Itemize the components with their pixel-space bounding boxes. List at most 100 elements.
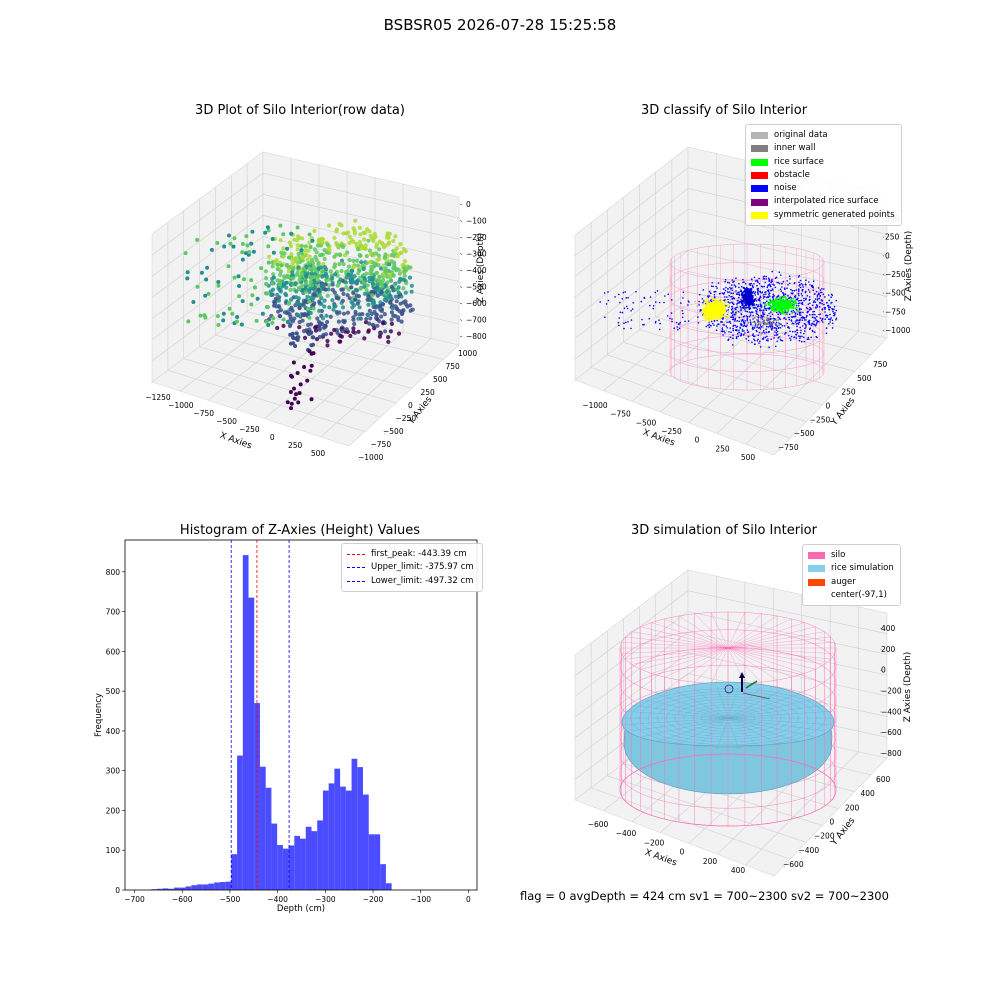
data-point (722, 318, 724, 320)
data-point (830, 293, 833, 296)
data-point (289, 373, 293, 378)
data-point (808, 296, 811, 298)
data-point (787, 303, 789, 306)
data-point (780, 312, 783, 314)
data-point (825, 314, 828, 317)
data-point (798, 275, 801, 277)
data-point (707, 295, 709, 297)
data-point (307, 232, 312, 237)
data-point (805, 279, 807, 282)
data-point (769, 298, 772, 301)
data-point (731, 287, 733, 289)
grid-line (591, 367, 791, 439)
data-point (371, 298, 376, 303)
data-point (789, 330, 791, 333)
data-point (798, 281, 800, 284)
data-point (205, 265, 210, 270)
data-point (798, 335, 800, 337)
data-point (758, 283, 761, 285)
data-point (316, 319, 322, 324)
data-point (374, 312, 379, 317)
legend-swatch (808, 578, 825, 586)
grid-line (179, 306, 292, 392)
data-point (830, 317, 833, 319)
data-point (775, 319, 778, 322)
data-point (725, 304, 727, 307)
data-point (758, 277, 760, 280)
data-point (724, 299, 726, 301)
data-point (341, 291, 346, 296)
data-point (679, 323, 681, 325)
data-point (703, 309, 707, 312)
data-point (198, 313, 203, 318)
data-point (753, 321, 756, 324)
data-point (186, 319, 191, 324)
data-point (648, 317, 651, 320)
data-point (764, 336, 767, 339)
data-point (286, 269, 292, 274)
data-point (291, 276, 296, 281)
data-point (706, 298, 709, 301)
data-point (356, 271, 361, 276)
data-point (763, 320, 766, 322)
data-point (349, 299, 354, 305)
data-point (226, 264, 231, 269)
data-point (288, 317, 293, 322)
data-point (738, 283, 740, 285)
data-point (811, 314, 813, 316)
data-point (307, 349, 312, 354)
data-point (336, 319, 341, 324)
data-point (829, 313, 831, 316)
data-point (722, 324, 724, 326)
histogram-bar (242, 555, 249, 890)
data-point (354, 258, 359, 263)
data-point (819, 317, 822, 319)
data-point (232, 275, 237, 280)
data-point (824, 318, 826, 321)
data-point (325, 319, 330, 325)
data-point (757, 327, 760, 329)
histogram-bar (363, 794, 369, 890)
data-point (682, 312, 684, 315)
data-point (746, 288, 750, 291)
data-point (814, 325, 817, 327)
data-point (303, 244, 308, 249)
data-point (334, 310, 339, 315)
histogram-bar (357, 767, 363, 890)
data-point (823, 288, 825, 290)
data-point (669, 317, 671, 320)
data-point (659, 322, 661, 325)
legend-line (347, 580, 365, 582)
data-point (334, 229, 339, 234)
data-point (271, 272, 276, 277)
data-point (351, 329, 356, 334)
data-point (732, 310, 734, 313)
legend-swatch (808, 565, 825, 573)
data-point (698, 293, 701, 296)
data-point (318, 253, 323, 258)
data-point (697, 322, 700, 324)
data-point (835, 317, 838, 320)
data-point (696, 305, 698, 307)
data-point (667, 293, 669, 296)
data-point (813, 320, 815, 323)
data-point (787, 297, 790, 299)
histogram-bar (179, 887, 186, 890)
data-point (756, 324, 759, 327)
x-tick-label: −750 (610, 410, 631, 419)
data-point (409, 283, 414, 288)
x-tick-label: −750 (193, 409, 214, 418)
data-point (766, 300, 768, 303)
legend-item: symmetric generated points (751, 209, 895, 222)
data-point (751, 284, 754, 287)
z-tick-label: −300 (466, 250, 487, 259)
data-point (799, 286, 802, 289)
data-point (765, 328, 767, 331)
legend-line (347, 567, 365, 569)
data-point (347, 296, 352, 301)
data-point (731, 302, 734, 305)
data-point (630, 309, 632, 312)
data-point (320, 316, 326, 321)
data-point (759, 296, 762, 299)
rice-mesh (716, 717, 729, 750)
